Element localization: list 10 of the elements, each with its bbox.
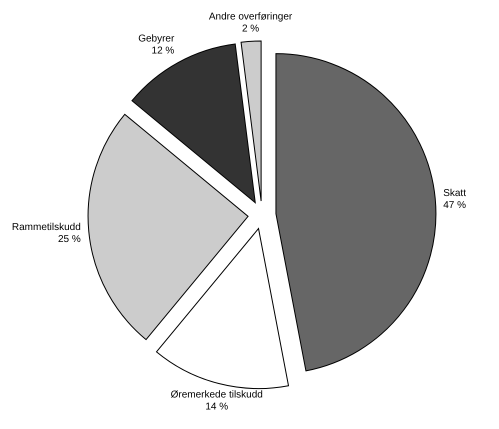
data-label: 14 % xyxy=(205,401,228,412)
slice-label: Gebyrer xyxy=(138,34,175,45)
data-label: 25 % xyxy=(58,234,81,246)
slice-label: Andre overføringer xyxy=(208,11,293,22)
data-label: 47 % xyxy=(443,200,466,211)
slice-label: Skatt xyxy=(443,188,466,199)
slice-label: Rammetilskudd xyxy=(12,222,81,234)
slice-label: Øremerkede tilskudd xyxy=(170,389,263,400)
data-label: 2 % xyxy=(242,23,260,34)
data-label: 12 % xyxy=(152,46,174,57)
